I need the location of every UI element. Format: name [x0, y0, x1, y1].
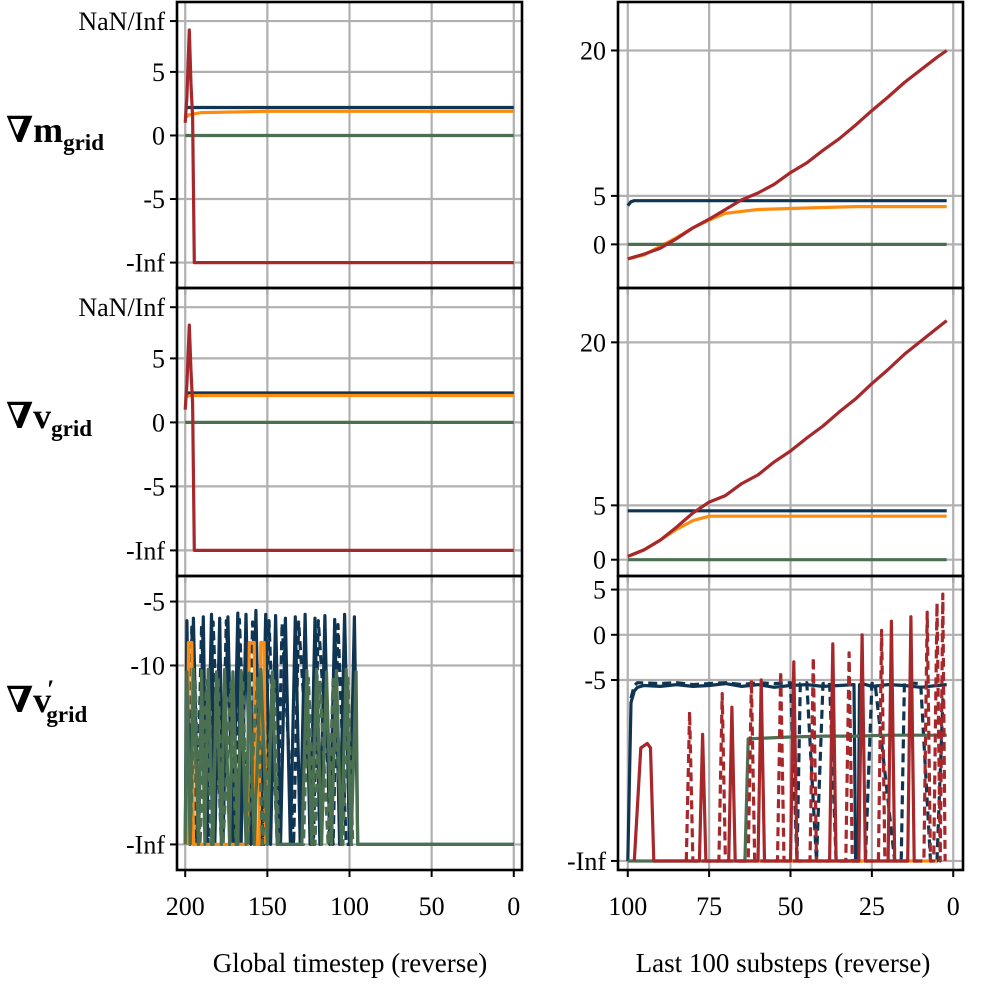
y-tick-label: 5: [593, 182, 606, 211]
y-tick-label: 0: [152, 408, 165, 437]
y-tick-label: -10: [130, 651, 165, 680]
y-tick-label: 0: [152, 121, 165, 150]
panel-left-top: NaN/Inf 5 0 -5 -Inf: [78, 0, 524, 295]
series-line-orange: [627, 205, 947, 261]
x-axis-label-right: Last 100 substeps (reverse): [636, 948, 931, 978]
panel-left-bot: -5 -10 -Inf 200 150 100 50 0: [126, 574, 524, 921]
y-tick-label: 5: [152, 344, 165, 373]
series-line-red: [627, 49, 948, 261]
series-line-green: [183, 667, 514, 847]
series-line-orange: [185, 640, 268, 847]
x-tick-label: 150: [248, 892, 287, 921]
x-tick-label: 50: [419, 892, 445, 921]
y-tick-label: 5: [593, 491, 606, 520]
y-tick-label: -Inf: [126, 830, 165, 859]
x-tick-label: 200: [166, 892, 205, 921]
y-tick-label: 0: [593, 621, 606, 650]
series-line-navy: [626, 199, 947, 207]
y-tick-label: -5: [584, 666, 606, 695]
series-line-red: [632, 615, 918, 863]
series-line-orange: [627, 514, 947, 558]
x-tick-label: 100: [608, 892, 647, 921]
y-tick-label: -Inf: [126, 249, 165, 278]
series-line-red-dash: [684, 592, 947, 863]
y-tick-label: 5: [152, 58, 165, 87]
y-tick-label: -Inf: [567, 847, 606, 876]
y-tick-label: 5: [593, 576, 606, 605]
x-tick-label: 100: [330, 892, 369, 921]
y-tick-label: -Inf: [126, 536, 165, 565]
x-tick-label: 75: [696, 892, 722, 921]
series-line-red: [183, 323, 514, 553]
series-line-orange: [184, 109, 514, 119]
y-tick-label: 20: [580, 36, 606, 65]
series-line-navy: [626, 681, 947, 863]
y-tick-label: -5: [143, 588, 165, 617]
row-label-v-grid: ∇vgrid: [6, 396, 92, 441]
y-tick-label: 20: [580, 328, 606, 357]
series-line-green-dash: [188, 676, 355, 847]
y-tick-label: 0: [593, 546, 606, 575]
y-tick-label: NaN/Inf: [78, 7, 165, 36]
series-line-green: [627, 733, 947, 863]
series-line-red: [627, 319, 948, 558]
y-tick-label: -5: [143, 185, 165, 214]
y-tick-label: -5: [143, 472, 165, 501]
y-tick-label: 0: [593, 230, 606, 259]
panel-left-mid: NaN/Inf 5 0 -5 -Inf: [78, 286, 524, 583]
x-tick-label: 0: [507, 892, 520, 921]
series-line-orange: [184, 393, 514, 399]
row-label-v-prime-grid: ∇v′ grid: [6, 675, 88, 727]
row-label-m-grid: ∇mgrid: [6, 110, 104, 155]
series-line-red: [183, 28, 514, 265]
x-axis-label-left: Global timestep (reverse): [213, 948, 487, 978]
x-tick-label: 25: [859, 892, 885, 921]
series-line-navy-dash: [629, 681, 946, 863]
x-tick-label: 50: [778, 892, 804, 921]
x-tick-label: 0: [947, 892, 960, 921]
y-tick-label: NaN/Inf: [78, 293, 165, 322]
